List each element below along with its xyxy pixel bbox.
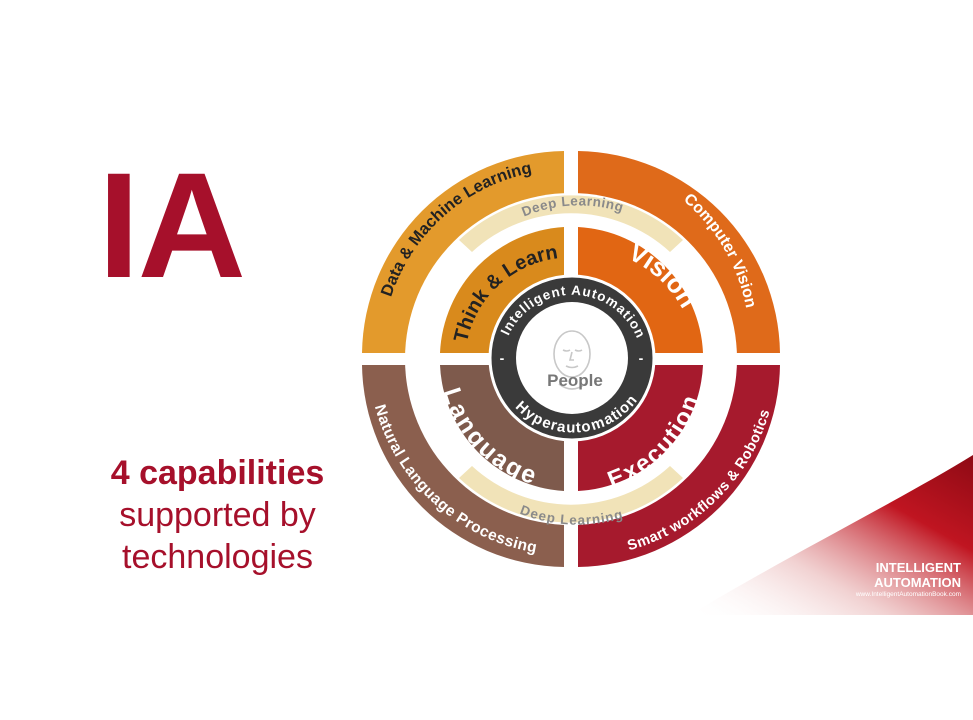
- deep-learning-band-bottom: [459, 466, 683, 523]
- svg-text:-: -: [500, 350, 505, 366]
- subtitle-line-1: 4 capabilities: [110, 454, 325, 492]
- svg-text:-: -: [639, 350, 644, 366]
- brand-line-2: AUTOMATION: [874, 575, 961, 590]
- people-center: [516, 302, 628, 414]
- deep-learning-band-top: [459, 195, 683, 252]
- slide-title: IA: [98, 141, 246, 309]
- subtitle-line-2: supported by: [119, 496, 316, 534]
- brand-logo: INTELLIGENT AUTOMATION www.IntelligentAu…: [856, 560, 961, 600]
- slide-subtitle: 4 capabilities supported by technologies: [60, 452, 375, 578]
- brand-url: www.IntelligentAutomationBook.com: [855, 591, 961, 598]
- center-label: People: [547, 371, 603, 390]
- subtitle-line-3: technologies: [122, 538, 313, 576]
- brand-line-1: INTELLIGENT: [875, 560, 961, 575]
- head-icon: [553, 330, 591, 390]
